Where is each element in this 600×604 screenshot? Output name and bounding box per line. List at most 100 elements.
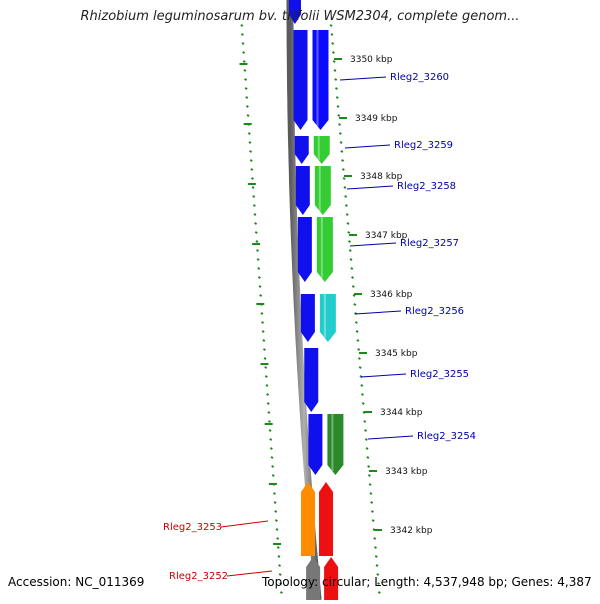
gene-label[interactable]: Rleg2_3256 xyxy=(405,306,464,317)
inner-ring-dot xyxy=(332,60,336,63)
inner-ring-dot xyxy=(377,591,381,594)
ruler-tick-label: 3349 kbp xyxy=(355,114,398,124)
inner-ring-dot xyxy=(375,564,379,567)
outer-ring-dot xyxy=(276,537,280,540)
gene-strand-arrow[interactable] xyxy=(304,348,319,412)
gene-strand-arrow[interactable] xyxy=(297,217,312,282)
inner-ring-dot xyxy=(371,519,375,522)
gene-cog-arrow[interactable] xyxy=(313,136,330,164)
inner-ring-dot xyxy=(369,492,373,495)
outer-ring-dot xyxy=(278,573,282,576)
gene-label[interactable]: Rleg2_3258 xyxy=(397,181,456,192)
outer-ring-dot xyxy=(246,114,250,117)
outer-ring-dot xyxy=(249,150,253,153)
outer-ring-dot xyxy=(276,546,280,549)
gene-label[interactable]: Rleg2_3260 xyxy=(390,72,449,83)
ruler-tick-label: 3347 kbp xyxy=(365,231,408,241)
outer-ring-dot xyxy=(254,231,258,234)
gene-label[interactable]: Rleg2_3252 xyxy=(169,571,228,582)
outer-ring-dot xyxy=(240,33,244,36)
outer-ring-dot xyxy=(274,519,278,522)
inner-ring-dot xyxy=(352,294,356,297)
ruler-tick-label: 3348 kbp xyxy=(360,172,403,182)
gene-cog-arrow[interactable] xyxy=(314,166,331,215)
gene-cog-arrow[interactable] xyxy=(301,482,316,556)
outer-ring-dot xyxy=(252,195,256,198)
gene-label[interactable]: Rleg2_3259 xyxy=(394,140,453,151)
inner-ring-dot xyxy=(374,546,377,549)
inner-ring-dot xyxy=(345,213,349,216)
inner-ring-dot xyxy=(376,573,380,576)
outer-ring-dot xyxy=(261,321,264,324)
gene-label[interactable]: Rleg2_3254 xyxy=(417,431,476,442)
gene-strand-arrow[interactable] xyxy=(293,30,308,130)
gene-strand-arrow-reverse[interactable] xyxy=(319,482,334,556)
outer-ring-dot xyxy=(257,276,261,279)
outer-ring-dot xyxy=(240,24,244,27)
accession-text: Accession: NC_011369 xyxy=(8,575,145,589)
inner-ring-dot xyxy=(351,285,355,288)
inner-ring-dot xyxy=(363,420,367,423)
gene-strand-arrow-reverse[interactable] xyxy=(324,557,339,600)
inner-ring-dot xyxy=(348,249,352,252)
gene-label[interactable]: Rleg2_3257 xyxy=(400,238,459,249)
outer-ring-dot xyxy=(270,456,274,459)
gene-labels-layer[interactable]: Rleg2_3260 Rleg2_3259 Rleg2_3258 Rleg2_3257… xyxy=(163,72,476,582)
outer-ring-dot xyxy=(273,501,277,504)
gene-label-leader xyxy=(367,435,414,440)
gene-label-leader xyxy=(220,520,269,528)
gene-label-leader xyxy=(354,310,402,315)
inner-ring-dot xyxy=(331,51,335,54)
outer-ring-dot xyxy=(271,465,275,468)
gene-cog-arrow[interactable] xyxy=(306,557,321,600)
genome-summary-text: Topology: circular; Length: 4,537,948 bp… xyxy=(262,575,592,589)
gene-arrow-upstream[interactable] xyxy=(289,0,301,24)
inner-ring-dot xyxy=(349,258,353,261)
outer-ring-dot xyxy=(277,555,281,558)
gene-cog-arrow[interactable] xyxy=(319,294,336,342)
inner-ring-dot xyxy=(370,510,374,513)
outer-ring-dot xyxy=(245,96,249,99)
map-title: Rhizobium leguminosarum bv. trifolii WSM… xyxy=(80,9,520,24)
inner-ring-dot xyxy=(329,24,333,27)
outer-ring-dot xyxy=(251,177,254,180)
inner-ring-dot xyxy=(335,96,339,99)
outer-ring-dot xyxy=(242,51,246,54)
inner-ring-dot xyxy=(343,186,347,189)
gene-cog-arrow[interactable] xyxy=(312,30,329,130)
genes-layer[interactable] xyxy=(289,0,344,600)
gene-cog-arrow[interactable] xyxy=(327,414,344,475)
outer-ring-dot xyxy=(268,420,271,423)
inner-ring-dot xyxy=(351,276,354,279)
gene-label-leader xyxy=(346,185,394,190)
inner-ring-dot xyxy=(360,384,364,387)
inner-ring-dot xyxy=(361,402,365,405)
outer-ring-dot xyxy=(263,357,267,360)
gene-cog-arrow[interactable] xyxy=(316,217,333,282)
gene-strand-arrow[interactable] xyxy=(300,294,315,342)
outer-ring-dot xyxy=(256,258,260,261)
gene-label[interactable]: Rleg2_3253 xyxy=(163,522,222,533)
gene-strand-arrow[interactable] xyxy=(294,136,309,164)
inner-ring-dot xyxy=(347,231,351,234)
inner-ring-dot xyxy=(370,501,374,504)
outer-ring-dot xyxy=(274,510,278,513)
gene-label[interactable]: Rleg2_3255 xyxy=(410,369,469,380)
outer-ring-dot xyxy=(245,105,249,108)
inner-ring-dot xyxy=(336,105,340,108)
gene-strand-arrow[interactable] xyxy=(295,166,310,215)
ruler-tick-label: 3346 kbp xyxy=(370,290,413,300)
inner-ring-dot xyxy=(348,240,351,243)
inner-ring-dot xyxy=(361,393,364,396)
inner-ring-dot xyxy=(365,447,369,450)
outer-ring-dot xyxy=(266,402,270,405)
inner-ring-dot xyxy=(331,42,335,45)
gene-strand-arrow[interactable] xyxy=(308,414,323,475)
outer-ring-dot xyxy=(269,438,273,441)
outer-ring-dot xyxy=(244,87,248,90)
outer-ring-dot xyxy=(258,285,262,288)
outer-ring-dot xyxy=(278,564,281,567)
outer-ring-dot xyxy=(264,375,268,378)
